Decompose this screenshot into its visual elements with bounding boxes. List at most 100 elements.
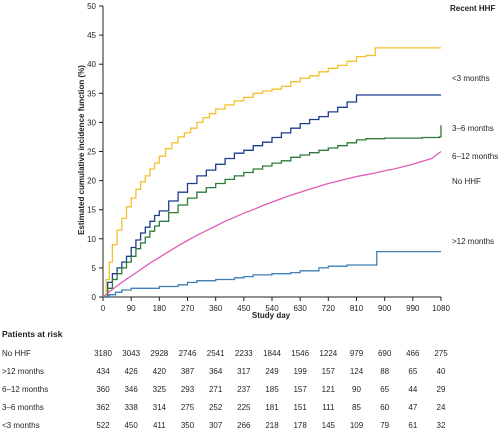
risk-cell: 145 — [321, 421, 335, 430]
risk-cell: 199 — [293, 367, 307, 376]
x-tick-label: 630 — [293, 304, 307, 313]
risk-cell: 1224 — [319, 349, 338, 358]
risk-cell: 109 — [349, 421, 364, 430]
series-line-1 — [103, 94, 441, 298]
risk-cell: 124 — [349, 367, 364, 376]
risk-cell: 61 — [408, 421, 418, 430]
risk-cell: 3043 — [122, 349, 141, 358]
risk-cell: 1844 — [263, 349, 281, 358]
risk-cell: 420 — [152, 367, 166, 376]
x-tick-label: 720 — [322, 304, 336, 313]
x-tick-label: 450 — [237, 304, 251, 313]
series-label-no-hhf: No HHF — [452, 177, 481, 186]
risk-cell: 314 — [152, 403, 166, 412]
risk-row-label: 6–12 months — [2, 385, 49, 394]
risk-cell: 47 — [408, 403, 418, 412]
risk-cell: 225 — [237, 403, 251, 412]
series-label-lt3: <3 months — [452, 74, 490, 83]
y-tick-label: 0 — [92, 293, 97, 302]
risk-cell: 151 — [293, 403, 307, 412]
risk-table-row: 3–6 months 362 338 314 275 252 225 181 151 111 85 6… — [0, 403, 500, 415]
risk-cell: 185 — [265, 385, 279, 394]
y-tick-label: 10 — [87, 235, 96, 244]
risk-cell: 364 — [208, 367, 223, 376]
risk-table-row: No HHF 3180 3043 2928 2746 2541 2233 1844 1546 12… — [0, 349, 500, 361]
series-line-3 — [102, 150, 442, 298]
risk-row-label: No HHF — [2, 349, 31, 358]
risk-cell: 2233 — [234, 349, 253, 358]
risk-cell: 1546 — [291, 349, 310, 358]
x-tick-label: 990 — [406, 304, 420, 313]
risk-cell: 111 — [322, 403, 335, 412]
y-tick-label: 40 — [87, 60, 96, 69]
risk-cell: 249 — [265, 367, 279, 376]
y-tick-label: 50 — [87, 2, 96, 11]
risk-cell: 44 — [408, 385, 418, 394]
risk-cell: 88 — [380, 367, 390, 376]
risk-cell: 79 — [380, 421, 390, 430]
x-tick-label: 180 — [153, 304, 167, 313]
series-label-3-6: 3–6 months — [452, 124, 494, 133]
y-tick-label: 15 — [87, 206, 96, 215]
x-tick-label: 540 — [265, 304, 279, 313]
risk-cell: 387 — [180, 367, 195, 376]
risk-cell: 346 — [124, 385, 138, 394]
risk-cell: 157 — [293, 385, 307, 394]
risk-cell: 40 — [436, 367, 446, 376]
chart: 0 5 10 15 20 25 30 35 40 45 50 0 90 180 270 360 450 540 63… — [77, 2, 498, 320]
x-tick-label: 360 — [209, 304, 223, 313]
risk-cell: 426 — [124, 367, 138, 376]
risk-cell: 293 — [180, 385, 195, 394]
risk-cell: 338 — [124, 403, 138, 412]
risk-table-row: >12 months 434 426 420 387 364 317 249 199 157 124… — [0, 367, 500, 379]
risk-cell: 181 — [265, 403, 279, 412]
risk-cell: 90 — [352, 385, 361, 394]
risk-cell: 690 — [377, 349, 392, 358]
risk-row-label: 3–6 months — [2, 403, 44, 412]
risk-cell: 157 — [321, 367, 335, 376]
risk-table-row: <3 months 522 450 411 350 307 266 218 178 145 109 7… — [0, 421, 500, 433]
risk-cell: 317 — [237, 367, 251, 376]
y-tick-label: 30 — [87, 118, 96, 127]
risk-cell: 362 — [96, 403, 110, 412]
risk-row-label: >12 months — [2, 367, 45, 376]
x-tick-label: 270 — [181, 304, 195, 313]
y-tick-label: 20 — [87, 177, 96, 186]
risk-cell: 29 — [436, 385, 446, 394]
risk-cell: 85 — [352, 403, 361, 412]
risk-cell: 275 — [180, 403, 195, 412]
x-tick-label: 1080 — [432, 304, 450, 313]
risk-cell: 522 — [96, 421, 110, 430]
risk-cell: 360 — [96, 385, 110, 394]
series-line-4 — [103, 250, 441, 298]
risk-table-title: Patients at risk — [2, 329, 63, 339]
y-tick-label: 45 — [87, 31, 96, 40]
series-lines — [102, 47, 442, 298]
risk-cell: 2928 — [150, 349, 169, 358]
risk-cell: 65 — [408, 367, 418, 376]
x-tick-label: 900 — [378, 304, 392, 313]
risk-cell: 434 — [96, 367, 110, 376]
risk-cell: 2541 — [206, 349, 225, 358]
risk-cell: 121 — [321, 385, 335, 394]
risk-cell: 2746 — [178, 349, 197, 358]
risk-cell: 979 — [349, 349, 364, 358]
risk-cell: 411 — [152, 421, 166, 430]
risk-cell: 307 — [208, 421, 223, 430]
y-tick-label: 5 — [92, 264, 97, 273]
y-tick-label: 25 — [87, 148, 96, 157]
risk-cell: 350 — [180, 421, 195, 430]
x-tick-label: 0 — [101, 304, 106, 313]
x-axis-title: Study day — [252, 311, 291, 320]
y-tick-label: 35 — [87, 89, 96, 98]
series-label-gt12: >12 months — [452, 237, 494, 246]
risk-cell: 325 — [152, 385, 166, 394]
risk-cell: 60 — [380, 403, 390, 412]
risk-cell: 65 — [380, 385, 390, 394]
series-line-2 — [103, 125, 442, 298]
risk-cell: 271 — [208, 385, 223, 394]
series-line-0 — [103, 47, 441, 298]
risk-cell: 32 — [436, 421, 446, 430]
risk-cell: 237 — [237, 385, 251, 394]
risk-table-row: 6–12 months 360 346 325 293 271 237 185 157 121 90… — [0, 385, 500, 397]
